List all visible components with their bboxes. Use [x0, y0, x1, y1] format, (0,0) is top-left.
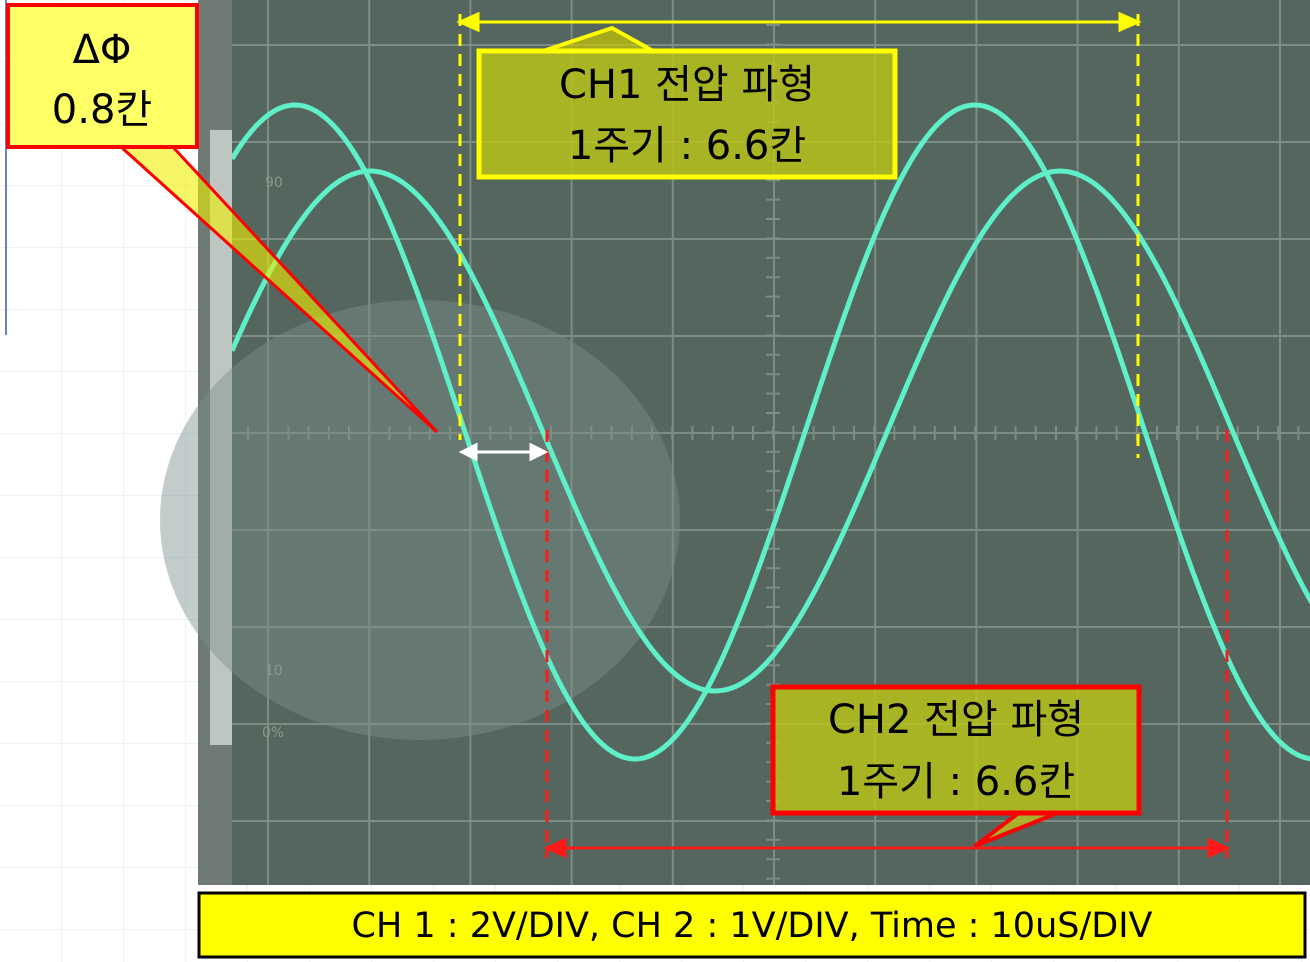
scope-label: 10	[265, 663, 283, 679]
ch2-title: CH2 전압 파형	[828, 697, 1084, 743]
ch2-waveform	[232, 168, 1310, 694]
phase-symbol: ΔΦ	[73, 27, 132, 73]
ch2-period: 1주기 : 6.6칸	[837, 759, 1075, 805]
ch1-period-marker	[456, 11, 1142, 458]
ch1-period: 1주기 : 6.6칸	[568, 123, 806, 169]
phase-arrow	[458, 442, 549, 462]
ch1-callout	[476, 25, 898, 180]
phase-callout	[6, 3, 439, 434]
ch2-period-marker	[543, 430, 1231, 859]
footer-text: CH 1 : 2V/DIV, CH 2 : 1V/DIV, Time : 10u…	[352, 906, 1153, 946]
ch1-title: CH1 전압 파형	[559, 62, 815, 108]
scope-label: 0%	[262, 725, 284, 741]
footer-box	[197, 891, 1307, 959]
ch1-waveform	[232, 102, 1310, 762]
scope-label: 90	[265, 175, 283, 191]
ch2-callout	[770, 684, 1142, 848]
phase-value: 0.8칸	[52, 87, 152, 133]
